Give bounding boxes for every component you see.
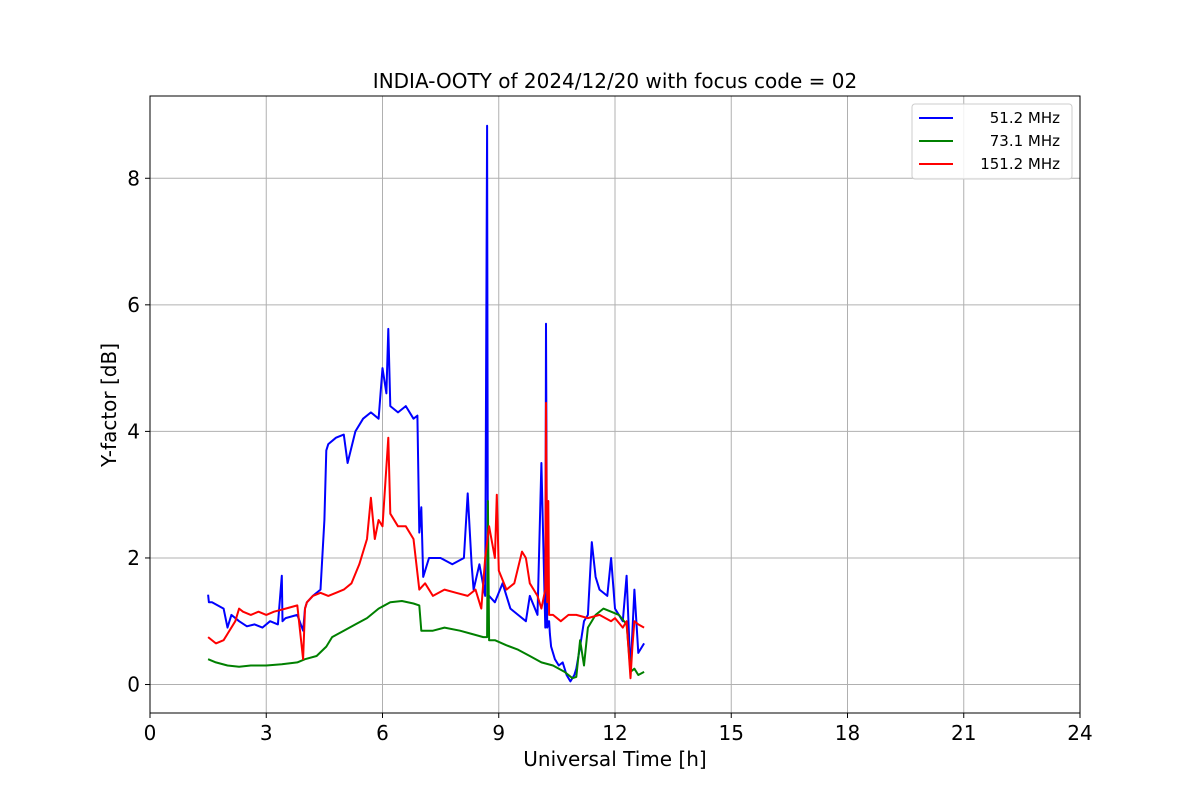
x-tick-label: 15	[719, 721, 744, 745]
x-axis-label: Universal Time [h]	[523, 747, 706, 771]
x-tick-label: 21	[951, 721, 976, 745]
x-tick-label: 24	[1067, 721, 1092, 745]
x-tick-label: 3	[260, 721, 273, 745]
y-axis-label: Y-factor [dB]	[97, 343, 121, 468]
chart-title: INDIA-OOTY of 2024/12/20 with focus code…	[373, 69, 857, 93]
x-tick-label: 6	[376, 721, 389, 745]
y-tick-label: 4	[127, 419, 140, 443]
series-layer	[207, 124, 645, 683]
x-tick-label: 9	[492, 721, 505, 745]
legend-box	[911, 103, 1073, 180]
y-tick-label: 2	[127, 546, 140, 570]
y-tick-label: 0	[127, 673, 140, 697]
legend-label: 151.2 MHz	[980, 155, 1060, 173]
x-tick-label: 18	[835, 721, 860, 745]
grid	[149, 96, 1081, 713]
legend-label: 51.2 MHz	[990, 109, 1060, 127]
x-axis: 0 3 6 9 12 15 18 21 24	[144, 713, 1093, 745]
y-axis: 0 2 4 6 8	[127, 166, 150, 697]
x-tick-label: 0	[144, 721, 157, 745]
y-tick-label: 8	[127, 166, 140, 190]
x-tick-label: 12	[602, 721, 627, 745]
series-line-151-2-mhz	[207, 401, 645, 680]
y-tick-label: 6	[127, 293, 140, 317]
legend-label: 73.1 MHz	[990, 132, 1060, 150]
legend: 51.2 MHz 73.1 MHz 151.2 MHz	[911, 103, 1073, 180]
